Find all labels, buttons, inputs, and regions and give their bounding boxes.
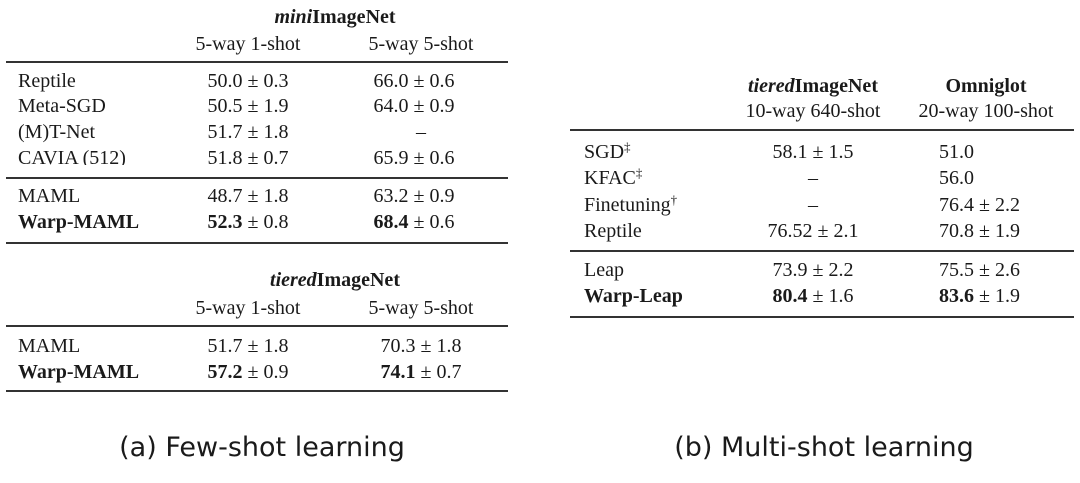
table1-dataset-header: miniImageNet [274,6,396,28]
table1-row-method: CAVIA (512) [18,147,126,165]
caption-a: (a) Few-shot learning [119,432,405,463]
table3-row-method: Reptile [584,220,642,242]
table1-row-value: 66.0 ± 0.6 [373,70,455,92]
table2-row-method: MAML [18,335,81,357]
table3-row-value: 83.6 ± 1.9 [939,285,1020,307]
table3-header-rule [570,129,1074,131]
table3-bottom-rule [570,316,1074,318]
table3-col2-header: Omniglot [945,75,1027,97]
table1-bottom-rule [6,242,508,244]
table1-row-value: 68.4 ± 0.6 [373,211,455,233]
table1-row-value: 63.2 ± 0.9 [373,185,455,207]
caption-b: (b) Multi-shot learning [674,432,974,463]
table1-row-value: 52.3 ± 0.8 [207,211,289,233]
table2-row-value: 57.2 ± 0.9 [207,361,289,383]
table1-row-method: MAML [18,185,81,207]
table1-row-method: Warp-MAML [18,211,140,233]
table1-row-value: 65.9 ± 0.6 [373,147,455,165]
table3-row-value: 76.4 ± 2.2 [939,194,1020,216]
table3-row-value: 76.52 ± 2.1 [767,220,859,242]
table1-row-value: – [416,121,426,143]
table1-col1-header: 5-way 1-shot [195,33,301,55]
table2-header-rule [6,325,508,327]
table2-row-value: 51.7 ± 1.8 [207,335,289,357]
table3-row-value: 51.0 [939,141,974,163]
panel-a: miniImageNet 5-way 1-shot 5-way 5-shot R… [0,0,520,483]
table1-col2-header: 5-way 5-shot [368,33,474,55]
table2-dataset-header: tieredImageNet [270,269,400,291]
table2-row-method: Warp-MAML [18,361,140,383]
table1-clipped-row: CAVIA (512) 51.8 ± 0.7 65.9 ± 0.6 [0,143,520,165]
table2-row-value: 70.3 ± 1.8 [380,335,462,357]
table1-row-method: (M)T-Net [18,121,96,143]
table3-col2-subheader: 20-way 100-shot [918,100,1054,122]
table3-row-value: 75.5 ± 2.6 [939,259,1020,281]
table1-mid-rule [6,177,508,179]
table2-col1-header: 5-way 1-shot [195,297,301,319]
table3-row-method: Finetuning† [584,192,678,216]
table3-row-value: 56.0 [939,167,974,189]
table3-row-method: Leap [584,259,624,281]
table1-row-value: 48.7 ± 1.8 [207,185,289,207]
panel-b: tieredImageNet Omniglot 10-way 640-shot … [520,0,1080,483]
table2-col2-header: 5-way 5-shot [368,297,474,319]
table3-mid-rule [570,250,1074,252]
table1-row-method: Meta-SGD [18,95,106,117]
table1-row-value: 64.0 ± 0.9 [373,95,455,117]
table1-row-value: 51.8 ± 0.7 [207,147,289,165]
table2-bottom-rule [6,390,508,392]
table3-col1-subheader: 10-way 640-shot [745,100,881,122]
table3-row-method: KFAC‡ [584,165,643,189]
table3-row-method: Warp-Leap [584,285,683,307]
table1-row-method: Reptile [18,70,76,92]
table3-row-value: 73.9 ± 2.2 [772,259,854,281]
table1-row-value: 50.0 ± 0.3 [207,70,289,92]
table3-row-value: 70.8 ± 1.9 [939,220,1020,242]
table3-row-method: SGD‡ [584,139,631,163]
table1-row-value: 51.7 ± 1.8 [207,121,289,143]
table2-row-value: 74.1 ± 0.7 [380,361,462,383]
table3-row-value: – [808,194,818,216]
table1-header-rule [6,61,508,63]
table3-row-value: – [808,167,818,189]
table1-row-value: 50.5 ± 1.9 [207,95,289,117]
table3-row-value: 58.1 ± 1.5 [772,141,854,163]
table3-col1-header: tieredImageNet [748,75,878,97]
table3-row-value: 80.4 ± 1.6 [772,285,854,307]
